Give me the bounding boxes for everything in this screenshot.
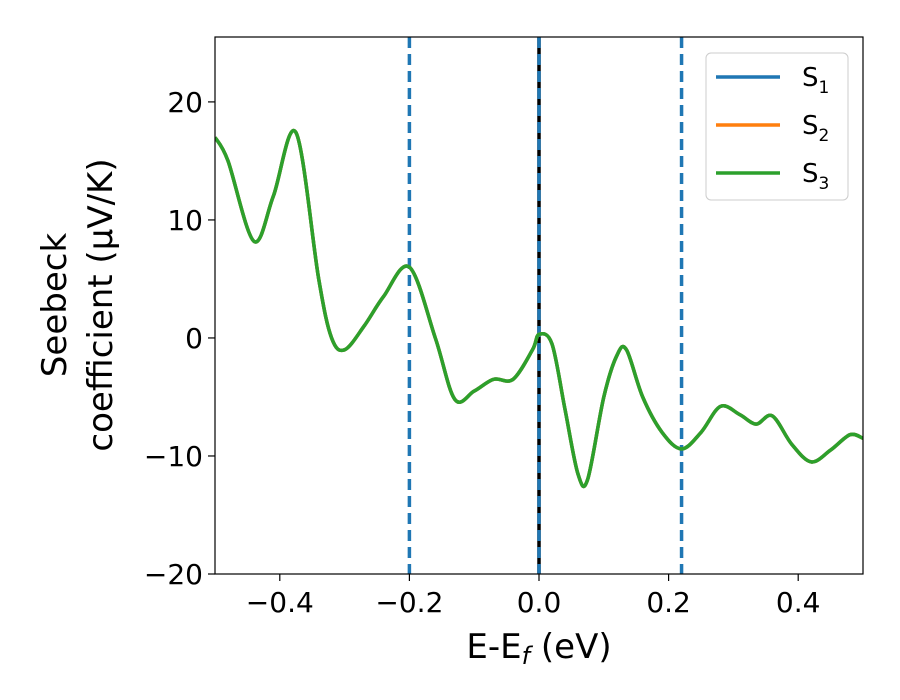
legend-label-S1: S1 (802, 63, 829, 98)
x-tick-label: −0.4 (246, 586, 314, 619)
y-axis-title: Seebeck coefficient (μV/K) (35, 158, 121, 451)
x-tick-label: 0.0 (517, 586, 562, 619)
legend-label-S2: S2 (802, 111, 829, 146)
x-tick-label: 0.4 (776, 586, 821, 619)
x-tick-label: −0.2 (375, 586, 443, 619)
y-tick-label: 10 (167, 204, 203, 237)
legend: S1 S2 S3 (705, 52, 849, 201)
y-tick-label: 0 (185, 322, 203, 355)
axis-ticks: −0.4 −0.2 0.0 0.2 0.4 −20 −10 0 10 20 (144, 86, 821, 619)
legend-label-S3: S3 (802, 159, 829, 194)
x-axis-title: E-Ef (eV) (466, 627, 611, 670)
y-tick-label: −10 (144, 440, 203, 473)
plot-area (215, 37, 863, 574)
y-tick-label: −20 (144, 558, 203, 591)
x-tick-label: 0.2 (646, 586, 691, 619)
series-line-S3 (215, 128, 863, 489)
y-tick-label: 20 (167, 86, 203, 119)
y-axis-title-line1: Seebeck (35, 233, 75, 378)
y-axis-title-line2: coefficient (μV/K) (81, 158, 121, 451)
